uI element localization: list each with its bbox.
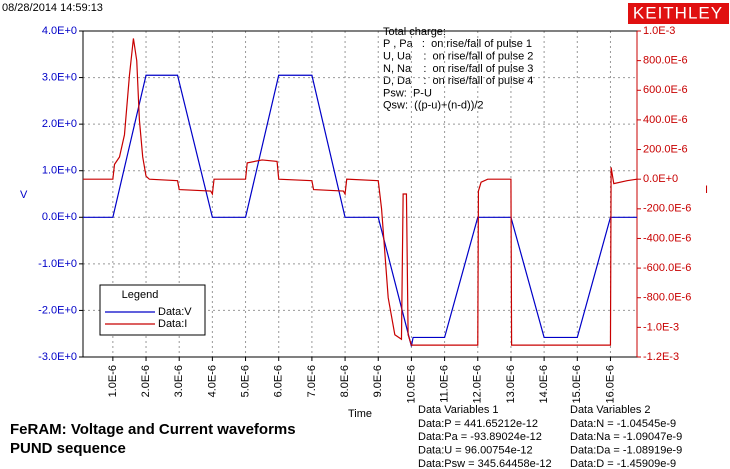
x-tick-label: 3.0E-6 (173, 365, 185, 397)
x-tick-label: 9.0E-6 (372, 365, 384, 397)
annotation-line: U, Ua : on rise/fall of pulse 2 (383, 51, 533, 63)
logo: KEITHLEY (633, 3, 723, 22)
annotation-line: Total charge: (383, 26, 446, 38)
subtitle: PUND sequence (10, 440, 126, 457)
series-line (83, 38, 638, 346)
x-tick-label: 5.0E-6 (239, 365, 251, 397)
annotation-line: D, Da : on rise/fall of pulse 4 (383, 75, 533, 87)
annotation-line: N, Na : on rise/fall of pulse 3 (383, 63, 533, 75)
y-tick-label: -1.0E+0 (38, 258, 77, 270)
y2-tick-label: -800.0E-6 (643, 292, 691, 304)
data-variable: Data:N = -1.04545e-9 (570, 418, 676, 430)
y-tick-label: 3.0E+0 (42, 71, 77, 83)
data-variable: Data:U = 96.00754e-12 (418, 445, 533, 457)
data-variable: Data:Psw = 345.64458e-12 (418, 458, 552, 469)
data-variable: Data:P = 441.65212e-12 (418, 418, 538, 430)
title: FeRAM: Voltage and Current waveforms (10, 421, 296, 438)
y2-tick-label: -200.0E-6 (643, 203, 691, 215)
y2-tick-label: -400.0E-6 (643, 232, 691, 244)
series-line (83, 74, 637, 347)
y-tick-label: 4.0E+0 (42, 25, 77, 37)
annotation-line: Qsw: ((p-u)+(n-d))/2 (383, 100, 484, 112)
y-tick-label: -2.0E+0 (38, 304, 77, 316)
data-variables-title: Data Variables 1 (418, 404, 499, 416)
x-tick-label: 14.0E-6 (538, 365, 550, 404)
y2-tick-label: 200.0E-6 (643, 143, 688, 155)
y2-tick-label: -1.0E-3 (643, 321, 679, 333)
data-variable: Data:Pa = -93.89024e-12 (418, 431, 542, 443)
logo-box (628, 3, 729, 24)
x-tick-label: 4.0E-6 (206, 365, 218, 397)
annotation: Total charge:P , Pa : on rise/fall of pu… (383, 26, 533, 112)
x-tick-label: 6.0E-6 (273, 365, 285, 397)
data-variable: Data:Da = -1.08919e-9 (570, 445, 682, 457)
legend-title: Legend (122, 289, 159, 301)
x-tick-label: 15.0E-6 (571, 365, 583, 404)
y2-tick-label: 800.0E-6 (643, 55, 688, 67)
data-variables-title: Data Variables 2 (570, 404, 651, 416)
legend-label: Data:I (158, 318, 187, 330)
x-tick-label: 7.0E-6 (306, 365, 318, 397)
y-tick-label: 1.0E+0 (42, 165, 77, 177)
y-axis-label: V (20, 189, 28, 201)
x-tick-label: 1.0E-6 (107, 365, 119, 397)
x-axis-label: Time (348, 408, 372, 420)
timestamp: 08/28/2014 14:59:13 (2, 2, 103, 14)
y2-tick-label: -600.0E-6 (643, 262, 691, 274)
annotation-line: Psw: P-U (383, 87, 432, 99)
annotation-line: P , Pa : on rise/fall of pulse 1 (383, 38, 532, 50)
x-tick-label: 8.0E-6 (339, 365, 351, 397)
y2-tick-label: 400.0E-6 (643, 114, 688, 126)
y2-tick-label: -1.2E-3 (643, 351, 679, 363)
y2-tick-label: 600.0E-6 (643, 84, 688, 96)
y-tick-label: 2.0E+0 (42, 118, 77, 130)
legend-box (99, 284, 206, 336)
legend-label: Data:V (158, 306, 192, 318)
x-tick-label: 12.0E-6 (472, 365, 484, 404)
y2-tick-label: 1.0E-3 (643, 25, 675, 37)
y-tick-label: 0.0E+0 (42, 211, 77, 223)
data-variable: Data:D = -1.45909e-9 (570, 458, 676, 469)
y2-axis-label: I (705, 184, 708, 196)
x-tick-label: 10.0E-6 (405, 365, 417, 404)
x-tick-label: 13.0E-6 (505, 365, 517, 404)
y2-tick-label: 0.0E+0 (643, 173, 678, 185)
x-tick-label: 11.0E-6 (438, 365, 450, 403)
x-tick-label: 16.0E-6 (604, 365, 616, 404)
x-tick-label: 2.0E-6 (140, 365, 152, 397)
y-tick-label: -3.0E+0 (38, 351, 77, 363)
data-variable: Data:Na = -1.09047e-9 (570, 431, 682, 443)
